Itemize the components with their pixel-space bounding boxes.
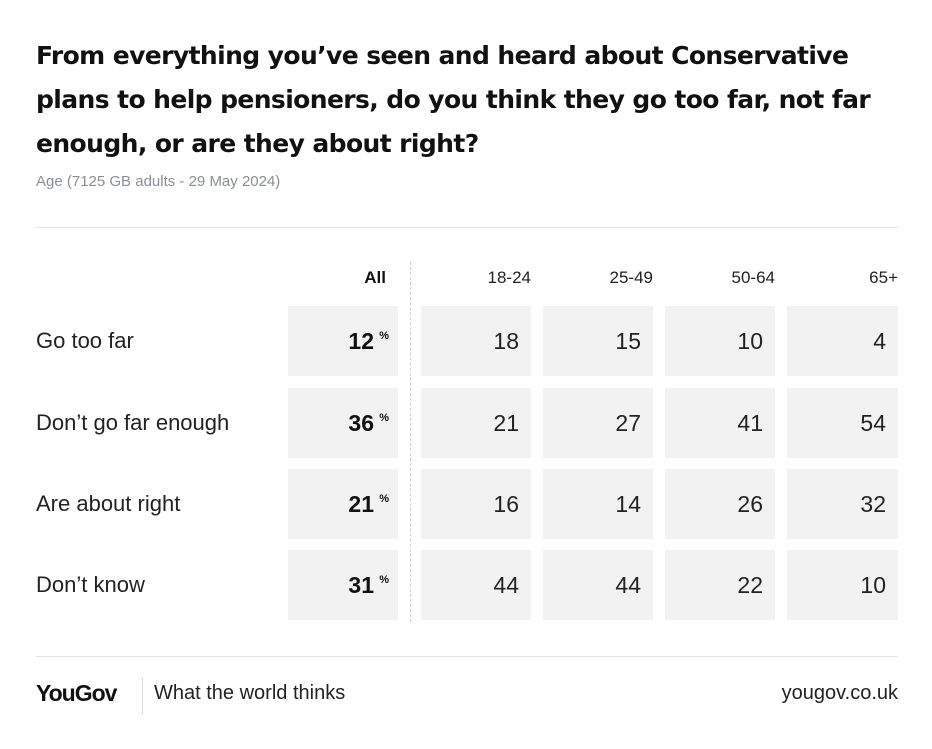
chart-title: From everything you’ve seen and heard ab… (36, 41, 871, 158)
cell-value: 31 (348, 572, 374, 598)
cell-value: 22 (737, 572, 763, 598)
table-cell: 10 (665, 306, 775, 376)
cell-value: 27 (615, 410, 641, 436)
footer-separator (142, 678, 143, 714)
table-cell-all: 31% (288, 550, 398, 620)
table-cell: 18 (421, 306, 531, 376)
cell-value: 44 (493, 572, 519, 598)
table-cell: 15 (543, 306, 653, 376)
col-header-25-49: 25-49 (609, 268, 653, 287)
table-cell: 41 (665, 388, 775, 458)
table-cell: 4 (787, 306, 898, 376)
col-header-18-24: 18-24 (487, 268, 531, 287)
row-label: Are about right (36, 491, 181, 516)
table-cell: 16 (421, 469, 531, 539)
cell-value: 54 (860, 410, 886, 436)
table-cell: 44 (421, 550, 531, 620)
col-header-50-64: 50-64 (731, 268, 775, 287)
table-cell: 54 (787, 388, 898, 458)
cell-value: 12 (348, 328, 374, 354)
table-cell: 14 (543, 469, 653, 539)
cell-value: 32 (860, 491, 886, 517)
row-label: Go too far (36, 328, 134, 353)
top-divider (36, 227, 898, 228)
cell-value: 10 (737, 328, 763, 354)
percent-sign: % (379, 330, 389, 342)
footer-url[interactable]: yougov.co.uk (781, 682, 898, 704)
cell-value: 21 (493, 410, 519, 436)
cell-value: 15 (615, 328, 641, 354)
cell-value: 18 (493, 328, 519, 354)
percent-sign: % (379, 412, 389, 424)
table-cell-all: 36% (288, 388, 398, 458)
yougov-logo: YouGov (36, 680, 117, 706)
table-cell: 27 (543, 388, 653, 458)
cell-value: 21 (348, 491, 374, 517)
percent-sign: % (379, 493, 389, 505)
row-label: Don’t know (36, 572, 145, 597)
table-cell-all: 12% (288, 306, 398, 376)
footer-tagline: What the world thinks (154, 682, 346, 704)
percent-sign: % (379, 574, 389, 586)
cell-value: 4 (873, 328, 886, 354)
bottom-divider (36, 656, 898, 657)
table-cell: 32 (787, 469, 898, 539)
all-column-divider (410, 262, 411, 622)
cell-value: 16 (493, 491, 519, 517)
table-cell-all: 21% (288, 469, 398, 539)
cell-value: 44 (615, 572, 641, 598)
row-label: Don’t go far enough (36, 410, 230, 435)
table-cell: 21 (421, 388, 531, 458)
col-header-65-plus: 65+ (869, 268, 898, 287)
cell-value: 41 (737, 410, 763, 436)
table-cell: 10 (787, 550, 898, 620)
table-cell: 26 (665, 469, 775, 539)
table-cell: 22 (665, 550, 775, 620)
chart-subtitle: Age (7125 GB adults - 29 May 2024) (36, 173, 281, 190)
col-header-all: All (364, 268, 386, 287)
cell-value: 14 (615, 491, 641, 517)
cell-value: 36 (348, 410, 374, 436)
cell-value: 26 (737, 491, 763, 517)
table-cell: 44 (543, 550, 653, 620)
cell-value: 10 (860, 572, 886, 598)
